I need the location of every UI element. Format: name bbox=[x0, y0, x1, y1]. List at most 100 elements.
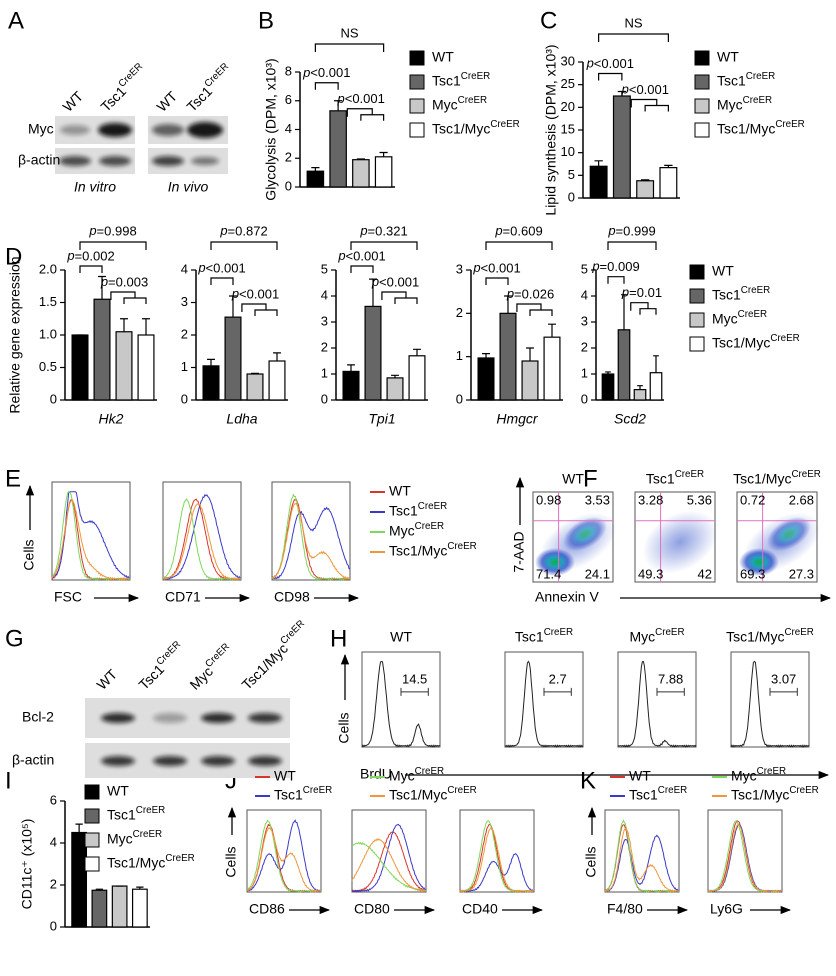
histogram bbox=[361, 660, 441, 748]
error-bar bbox=[594, 160, 603, 167]
y-tick-label: 0 bbox=[181, 391, 188, 406]
y-axis-label: Cells bbox=[336, 712, 352, 743]
histogram bbox=[247, 819, 322, 893]
gate-value: 7.88 bbox=[658, 671, 683, 686]
annotation: p=0.01 bbox=[621, 285, 662, 300]
bar bbox=[115, 331, 133, 401]
legend-label: MycCreER bbox=[107, 829, 162, 847]
bar bbox=[352, 159, 370, 188]
bracket bbox=[79, 265, 103, 273]
y-tick-label: 0 bbox=[285, 178, 292, 193]
quadrant-value: 5.36 bbox=[687, 492, 712, 507]
annotation: p=0.609 bbox=[494, 223, 542, 238]
y-tick-label: 20 bbox=[561, 99, 575, 114]
annotation: p<0.001 bbox=[302, 65, 350, 80]
plot-frame bbox=[604, 809, 680, 893]
annotation: NS bbox=[624, 15, 642, 30]
gate bbox=[769, 687, 798, 696]
error-bar bbox=[136, 886, 144, 890]
error-bar bbox=[207, 358, 215, 366]
error-bar bbox=[311, 166, 320, 172]
band bbox=[201, 713, 235, 723]
y-tick-label: 2 bbox=[50, 876, 57, 891]
bracket bbox=[598, 33, 669, 42]
plot-title: MycCreER bbox=[629, 627, 684, 645]
y-axis-label: 7-AAD bbox=[511, 531, 527, 572]
annotation: p=0.321 bbox=[359, 223, 407, 238]
quadrant-value: 24.1 bbox=[585, 566, 610, 581]
legend-label: Tsc1CreER bbox=[629, 785, 687, 803]
y-axis-label: Relative gene expression bbox=[7, 256, 23, 413]
error-bar bbox=[653, 355, 659, 373]
legend-label: Tsc1/MycCreER bbox=[389, 785, 477, 803]
histogram bbox=[51, 499, 131, 582]
histogram bbox=[271, 506, 351, 580]
legend-swatch bbox=[84, 832, 100, 848]
quadrant-value: 69.3 bbox=[740, 566, 765, 581]
error-bar bbox=[391, 374, 399, 378]
legend-label: Tsc1/MycCreER bbox=[712, 333, 800, 351]
y-tick-label: 4 bbox=[50, 834, 57, 849]
y-tick-label: 1 bbox=[581, 365, 588, 380]
error-bar bbox=[482, 353, 490, 358]
legend-swatch bbox=[409, 50, 425, 66]
band bbox=[201, 756, 235, 766]
legend-swatch bbox=[84, 856, 100, 872]
legend-swatch bbox=[409, 122, 425, 138]
error-bar bbox=[637, 385, 643, 390]
bracket bbox=[210, 241, 278, 250]
x-axis-label: F4/80 bbox=[607, 901, 643, 917]
x-axis-label: Scd2 bbox=[614, 411, 646, 427]
bar bbox=[589, 165, 608, 199]
error-bar bbox=[369, 278, 377, 307]
plot-frame bbox=[351, 809, 427, 893]
plot-title: WT bbox=[390, 629, 412, 645]
y-tick-label: 2 bbox=[285, 150, 292, 165]
bracket bbox=[241, 303, 278, 316]
histogram bbox=[162, 502, 242, 581]
bar bbox=[342, 370, 360, 401]
legend-label: MycCreER bbox=[717, 95, 772, 113]
legend-swatch bbox=[689, 264, 705, 280]
bracket bbox=[314, 82, 339, 90]
legend-swatch bbox=[689, 288, 705, 304]
panel-letter: E bbox=[5, 465, 21, 492]
plot-frame bbox=[730, 651, 810, 748]
quadrant-value: 42 bbox=[698, 566, 712, 581]
histogram bbox=[162, 497, 242, 581]
error-bar bbox=[617, 90, 627, 96]
bracket bbox=[346, 108, 385, 121]
legend-label: MycCreER bbox=[731, 766, 786, 784]
gate bbox=[543, 687, 572, 696]
y-tick-label: 3 bbox=[456, 261, 463, 276]
legend-label: Tsc1/MycCreER bbox=[389, 541, 477, 559]
gate bbox=[400, 687, 429, 696]
plot-title: Tsc1CreER bbox=[646, 469, 704, 487]
x-axis-label: BrdU bbox=[360, 766, 392, 782]
bar bbox=[617, 329, 631, 401]
error-bar bbox=[95, 888, 104, 891]
legend-label: WT bbox=[432, 49, 454, 65]
annotation: p=0.003 bbox=[100, 274, 148, 289]
legend-swatch bbox=[694, 74, 710, 90]
y-tick-label: 1.5 bbox=[39, 294, 57, 309]
annotation: p<0.001 bbox=[197, 260, 245, 275]
y-tick-label: 5 bbox=[321, 261, 328, 276]
lane-label: Tsc1CreER bbox=[182, 61, 236, 115]
legend-swatch bbox=[694, 122, 710, 138]
lane-label: Tsc1CreER bbox=[134, 639, 188, 693]
x-axis-label: Ldha bbox=[226, 411, 257, 427]
bar bbox=[499, 312, 517, 401]
legend-label: Tsc1/MycCreER bbox=[731, 785, 819, 803]
histogram bbox=[504, 660, 584, 749]
y-tick-label: 1.0 bbox=[39, 326, 57, 341]
bar bbox=[131, 888, 148, 928]
quadrant-value: 71.4 bbox=[536, 566, 561, 581]
bracket bbox=[350, 265, 374, 273]
row-label: Myc bbox=[28, 121, 54, 137]
y-tick-label: 3 bbox=[581, 313, 588, 328]
bracket bbox=[350, 241, 418, 250]
y-tick-label: 30 bbox=[561, 53, 575, 68]
legend-label: Tsc1CreER bbox=[432, 71, 490, 89]
annotation: p=0.998 bbox=[88, 223, 136, 238]
